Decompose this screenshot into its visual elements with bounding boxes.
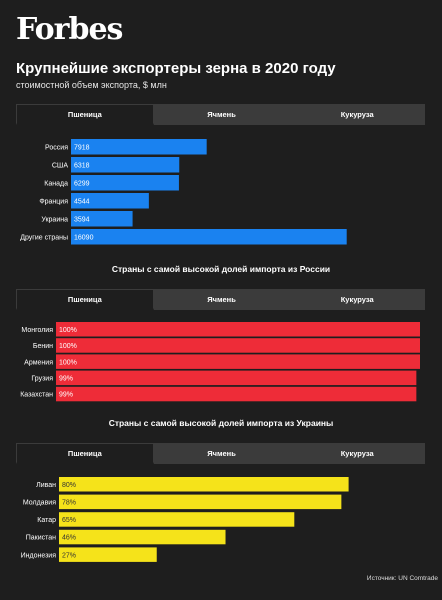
value-label: 7918 [74,144,90,151]
category-label: Украина [41,216,68,223]
bar [56,386,417,402]
category-label: Индонезия [21,552,57,559]
bar [71,211,133,227]
tab-corn[interactable]: Кукуруза [289,104,426,125]
category-label: Пакистан [26,535,56,542]
bar [71,175,179,191]
page-subtitle: стоимостной объем экспорта, $ млн [16,80,167,90]
tab-wheat[interactable]: Пшеница [16,289,154,310]
bar [71,139,207,155]
category-label: Россия [45,144,68,151]
bar [59,512,295,527]
value-label: 100% [59,343,77,350]
value-label: 65% [62,517,76,524]
value-label: 46% [62,535,76,542]
section-title-russia: Страны с самой высокой долей импорта из … [111,264,331,274]
tab-corn[interactable]: Кукуруза [289,289,426,310]
source-note: Источник: UN Comtrade [366,575,438,582]
bar [59,477,349,492]
forbes-logo: Forbes [16,12,123,47]
tab-wheat[interactable]: Пшеница [16,443,154,464]
category-label: Бенин [33,343,53,350]
bar [59,529,226,545]
category-label: Другие страны [20,234,68,241]
bar [71,229,347,245]
tabs-exporters: Пшеница Ячмень Кукуруза [16,104,426,125]
category-label: Франция [39,198,68,205]
category-label: Катар [37,517,56,524]
tabs-russia-imports: Пшеница Ячмень Кукуруза [16,289,426,310]
value-label: 6299 [74,180,90,187]
tab-barley[interactable]: Ячмень [153,104,290,125]
tab-corn[interactable]: Кукуруза [289,443,426,464]
category-label: Грузия [31,375,53,382]
value-label: 80% [62,482,76,489]
bar [59,547,157,562]
category-label: Казахстан [20,392,53,399]
value-label: 16090 [74,234,94,241]
value-label: 4544 [74,198,90,205]
category-label: Ливан [36,482,56,489]
value-label: 100% [59,359,77,366]
tab-barley[interactable]: Ячмень [153,443,290,464]
section-title-ukraine: Страны с самой высокой долей импорта из … [108,418,334,428]
bar [56,322,420,337]
value-label: 27% [62,552,76,559]
value-label: 99% [59,392,73,399]
category-label: Монголия [21,327,53,334]
value-label: 6318 [74,162,90,169]
bar [56,370,417,386]
category-label: Молдавия [23,499,56,506]
value-label: 99% [59,375,73,382]
value-label: 3594 [74,216,90,223]
category-label: США [52,162,68,169]
bar [71,193,149,209]
tab-wheat[interactable]: Пшеница [16,104,154,125]
bar [56,354,420,369]
tab-barley[interactable]: Ячмень [153,289,290,310]
tabs-ukraine-imports: Пшеница Ячмень Кукуруза [16,443,426,464]
bar [59,494,342,510]
category-label: Армения [24,359,53,366]
value-label: 100% [59,327,77,334]
category-label: Канада [44,180,68,187]
bar [56,338,420,353]
bar [71,157,180,173]
value-label: 78% [62,499,76,506]
page-title: Крупнейшие экспортеры зерна в 2020 году [16,60,336,77]
